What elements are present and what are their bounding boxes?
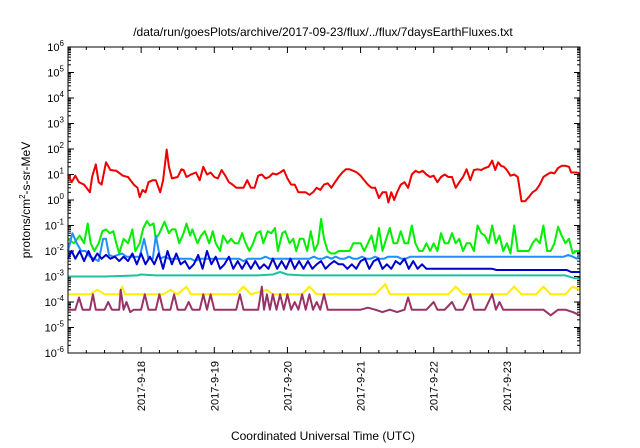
y-tick-label: 10-4 [45,294,65,309]
x-tick-label: 2017-9-22 [429,361,441,411]
y-tick-label: 101 [47,167,64,182]
plot-frame [67,46,581,354]
x-tick-label: 2017-9-19 [209,361,221,411]
y-tick-label: 105 [47,65,64,80]
y-tick-label: 104 [47,90,64,105]
y-tick-label: 102 [47,141,64,156]
series-line-4 [67,250,580,273]
y-tick-label: 103 [47,116,64,131]
y-tick-label: 106 [47,39,64,54]
y-tick-label: 10-1 [45,218,65,233]
x-tick-label: 2017-9-18 [136,361,148,411]
series-line-5 [68,271,581,280]
series-line-2 [67,218,580,255]
y-tick-label: 10-2 [45,243,65,258]
y-tick-label: 10-5 [45,320,65,335]
y-axis-ticks: 10-6 10-5 10-4 10-3 10-2 10-1 100 101 102 103 104 1… [45,39,580,360]
series-line-7 [68,285,581,317]
y-tick-label: 10-6 [45,345,65,360]
y-axis-label: protons/cm2-s-sr-MeV [18,142,33,258]
series-line-1 [67,148,581,204]
x-tick-label: 2017-9-20 [282,361,294,411]
series-line-6 [68,283,581,296]
chart-title: /data/run/goesPlots/archive/2017-09-23/f… [133,25,513,39]
y-tick-label: 10-3 [45,269,65,284]
series-lines [67,148,581,317]
x-tick-label: 2017-9-21 [356,361,368,411]
x-tick-label: 2017-9-23 [502,361,514,411]
x-axis-ticks: 2017-9-18 2017-9-19 2017-9-20 2017-9-21 2017… [85,47,563,411]
x-axis-label: Coordinated Universal Time (UTC) [231,429,415,443]
y-tick-label: 100 [47,192,64,207]
